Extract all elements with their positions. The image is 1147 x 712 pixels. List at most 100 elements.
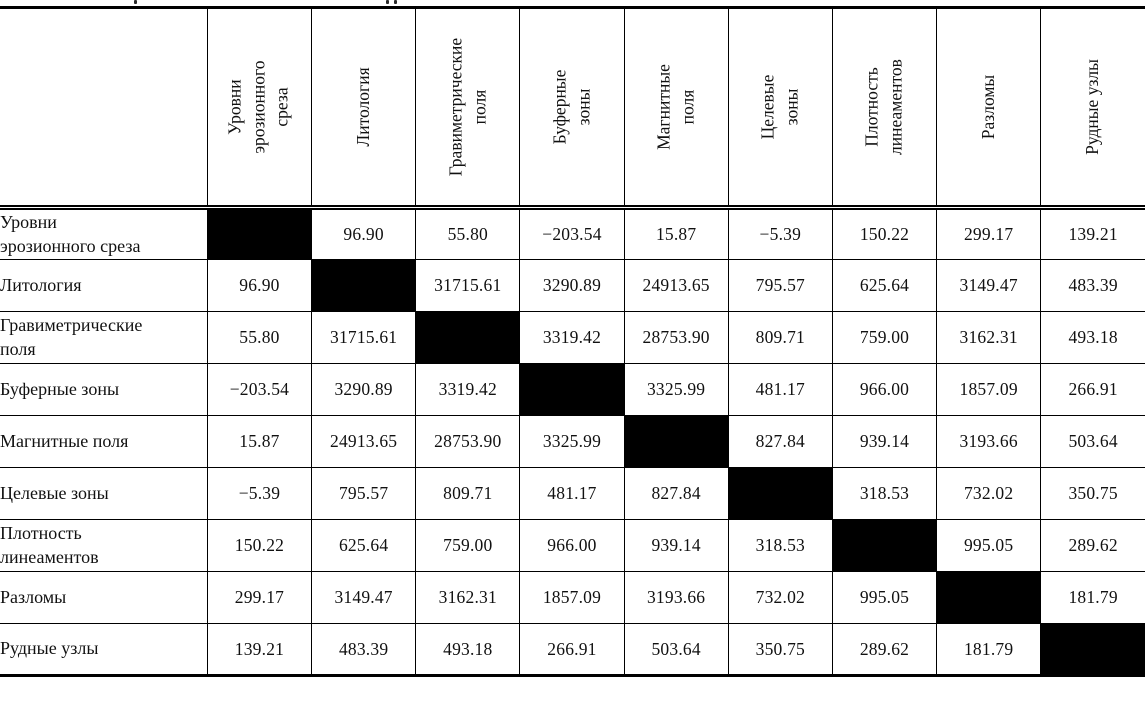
value-cell: 181.79: [936, 623, 1042, 676]
value-cell: 759.00: [415, 519, 521, 572]
column-header-label: Буферные зоны: [549, 69, 593, 145]
table-body: Уровни эрозионного среза 96.90 55.80 −203.5…: [0, 207, 1145, 676]
value-cell: 1857.09: [519, 571, 625, 624]
value-cell: 31715.61: [415, 259, 521, 312]
value-cell: 3290.89: [519, 259, 625, 312]
column-header: Плотность линеаментов: [831, 7, 938, 210]
column-header: Магнитные поля: [623, 7, 729, 210]
diagonal-cell: [727, 467, 833, 520]
row-label: Уровни эрозионного среза: [0, 207, 208, 260]
value-cell: 24913.65: [311, 415, 417, 468]
row-label: Гравиметрические поля: [0, 311, 208, 364]
row-label: Плотность линеаментов: [0, 519, 208, 572]
column-header-label: Разломы: [977, 74, 998, 140]
table-header: Уровни эрозионного среза Литология Гравиме…: [0, 7, 1145, 210]
value-cell: 15.87: [206, 415, 313, 468]
value-cell: 15.87: [623, 207, 729, 260]
value-cell: 625.64: [311, 519, 417, 572]
value-cell: 3193.66: [623, 571, 729, 624]
value-cell: 150.22: [206, 519, 313, 572]
value-cell: 939.14: [623, 519, 729, 572]
value-cell: 3162.31: [415, 571, 521, 624]
diagonal-cell: [311, 259, 417, 312]
value-cell: 1857.09: [936, 363, 1042, 416]
value-cell: −203.54: [206, 363, 313, 416]
value-cell: 318.53: [831, 467, 938, 520]
table-row: Разломы 299.17 3149.47 3162.31 1857.09 3193.6…: [0, 571, 1145, 624]
value-cell: 3319.42: [415, 363, 521, 416]
value-cell: 3325.99: [623, 363, 729, 416]
table-row: Рудные узлы 139.21 483.39 493.18 266.91 503.6…: [0, 623, 1145, 676]
row-label: Буферные зоны: [0, 363, 208, 416]
value-cell: 503.64: [1040, 415, 1145, 468]
value-cell: 795.57: [727, 259, 833, 312]
column-header-label: Уровни эрозионного среза: [225, 60, 293, 154]
value-cell: 3193.66: [936, 415, 1042, 468]
value-cell: 966.00: [831, 363, 938, 416]
value-cell: 503.64: [623, 623, 729, 676]
column-header-label: Плотность линеаментов: [861, 59, 906, 155]
diagonal-cell: [1040, 623, 1145, 676]
table-row: Плотность линеаментов 150.22 625.64 759.00 9…: [0, 519, 1145, 572]
diagonal-cell: [936, 571, 1042, 624]
value-cell: 995.05: [936, 519, 1042, 572]
column-header-label: Литология: [352, 67, 373, 147]
table-row: Магнитные поля 15.87 24913.65 28753.90 3325.…: [0, 415, 1145, 468]
column-header: Гравиметрические поля: [415, 7, 521, 210]
value-cell: 150.22: [831, 207, 938, 260]
diagonal-cell: [623, 415, 729, 468]
value-cell: 827.84: [727, 415, 833, 468]
value-cell: 266.91: [1040, 363, 1145, 416]
correlation-table: Уровни эрозионного среза Литология Гравиме…: [0, 6, 1145, 677]
value-cell: 289.62: [1040, 519, 1145, 572]
column-header-label: Рудные узлы: [1082, 59, 1103, 155]
value-cell: 96.90: [206, 259, 313, 312]
value-cell: 3325.99: [519, 415, 625, 468]
value-cell: −5.39: [206, 467, 313, 520]
value-cell: 350.75: [727, 623, 833, 676]
column-header: Рудные узлы: [1040, 7, 1145, 210]
table-row: Литология 96.90 31715.61 3290.89 24913.65 795…: [0, 259, 1145, 312]
value-cell: 732.02: [727, 571, 833, 624]
value-cell: 481.17: [727, 363, 833, 416]
value-cell: 939.14: [831, 415, 938, 468]
column-header-label: Гравиметрические поля: [445, 37, 489, 177]
value-cell: 96.90: [311, 207, 417, 260]
value-cell: 809.71: [415, 467, 521, 520]
value-cell: 24913.65: [623, 259, 729, 312]
value-cell: 481.17: [519, 467, 625, 520]
value-cell: 55.80: [415, 207, 521, 260]
value-cell: 966.00: [519, 519, 625, 572]
value-cell: 493.18: [1040, 311, 1145, 364]
value-cell: 3319.42: [519, 311, 625, 364]
value-cell: 3149.47: [311, 571, 417, 624]
value-cell: 483.39: [1040, 259, 1145, 312]
table-row: Целевые зоны −5.39 795.57 809.71 481.17 827.8…: [0, 467, 1145, 520]
value-cell: 31715.61: [311, 311, 417, 364]
corner-cell: [0, 7, 208, 210]
diagonal-cell: [415, 311, 521, 364]
diagonal-cell: [831, 519, 938, 572]
row-label: Литология: [0, 259, 208, 312]
value-cell: 3290.89: [311, 363, 417, 416]
value-cell: 483.39: [311, 623, 417, 676]
row-label: Разломы: [0, 571, 208, 624]
value-cell: 139.21: [206, 623, 313, 676]
table-row: Гравиметрические поля 55.80 31715.61 3319.4…: [0, 311, 1145, 364]
header-row: Уровни эрозионного среза Литология Гравиме…: [0, 7, 1145, 210]
value-cell: 289.62: [831, 623, 938, 676]
value-cell: 995.05: [831, 571, 938, 624]
value-cell: 28753.90: [415, 415, 521, 468]
row-label: Рудные узлы: [0, 623, 208, 676]
value-cell: 732.02: [936, 467, 1042, 520]
column-header: Разломы: [936, 7, 1042, 210]
column-header-label: Магнитные поля: [653, 64, 698, 150]
table-row: Буферные зоны −203.54 3290.89 3319.42 3325.9…: [0, 363, 1145, 416]
value-cell: 827.84: [623, 467, 729, 520]
value-cell: 181.79: [1040, 571, 1145, 624]
table-row: Уровни эрозионного среза 96.90 55.80 −203.5…: [0, 207, 1145, 260]
value-cell: 266.91: [519, 623, 625, 676]
cropped-text-remnant: [386, 0, 389, 4]
value-cell: −203.54: [519, 207, 625, 260]
